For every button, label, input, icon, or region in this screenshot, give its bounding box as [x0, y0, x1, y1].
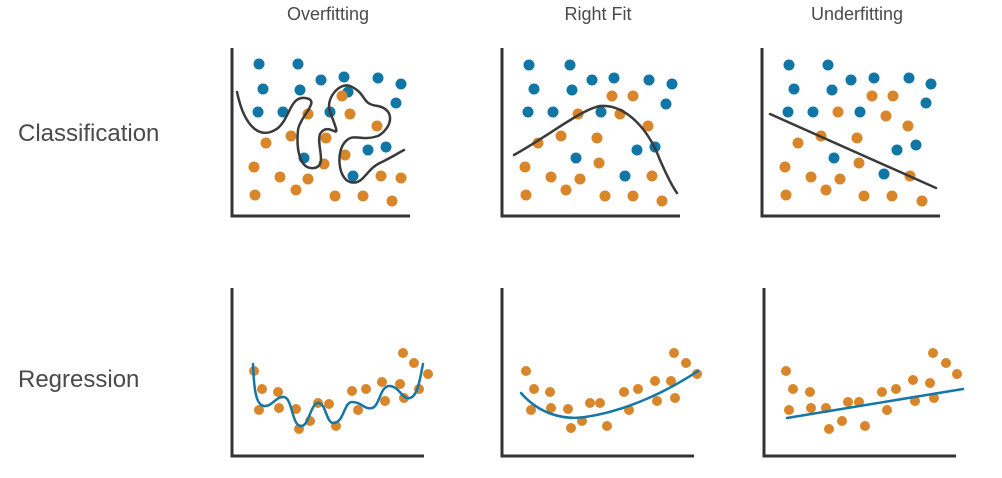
axis	[762, 288, 956, 458]
column-title-right-fit: Right Fit	[564, 4, 632, 24]
overfit-boundary	[235, 84, 406, 184]
axis	[500, 288, 694, 458]
blue-points	[782, 59, 937, 180]
regression-points	[781, 348, 962, 434]
orange-points	[779, 90, 928, 207]
regression-points	[249, 348, 433, 434]
column-title-underfitting: Underfitting	[810, 4, 904, 24]
panel-regression-overfitting	[230, 288, 433, 458]
regression-points	[521, 348, 702, 433]
axis	[230, 48, 410, 218]
column-title-overfitting: Overfitting	[286, 4, 370, 24]
panel-regression-right-fit	[500, 288, 702, 458]
blue-points	[252, 58, 407, 182]
overfit-curve	[251, 362, 425, 428]
axis	[760, 48, 940, 218]
right-fit-curve	[519, 369, 700, 419]
panel-classification-right-fit	[500, 48, 680, 218]
orange-points	[248, 90, 407, 207]
right-fit-boundary	[512, 104, 679, 195]
panel-classification-underfitting	[760, 48, 940, 218]
linear-fit-line	[785, 387, 965, 420]
axis	[230, 288, 424, 458]
axis	[500, 48, 680, 218]
panel-classification-overfitting	[230, 48, 410, 218]
linear-boundary	[768, 112, 938, 190]
row-label-regression: Regression	[18, 366, 140, 393]
row-label-classification: Classification	[18, 120, 160, 147]
panel-regression-underfitting	[762, 288, 965, 458]
